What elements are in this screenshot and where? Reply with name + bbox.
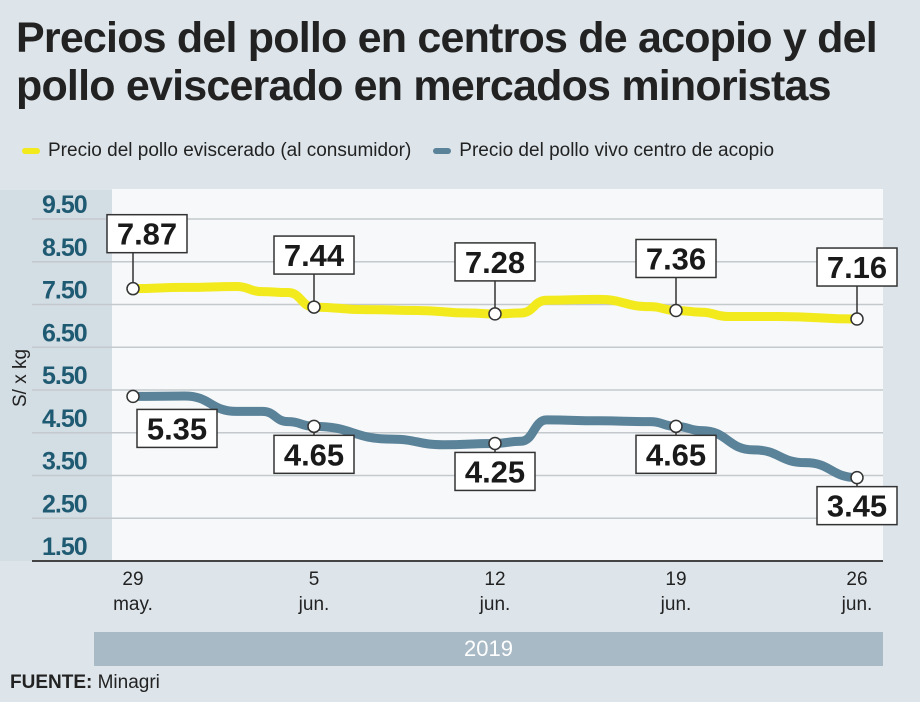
x-tick-label: 5 bbox=[309, 569, 320, 590]
legend-swatch bbox=[22, 148, 40, 154]
source-label: FUENTE: bbox=[10, 672, 93, 693]
legend-label: Precio del pollo eviscerado (al consumid… bbox=[48, 140, 412, 161]
chart-title: Precios del pollo en centros de acopio y… bbox=[16, 14, 878, 110]
callout-box bbox=[106, 213, 188, 254]
callout-box bbox=[454, 451, 536, 492]
data-point-marker bbox=[126, 281, 140, 296]
data-point-marker bbox=[669, 419, 683, 434]
callout-box bbox=[816, 485, 898, 526]
callout-box bbox=[635, 238, 717, 279]
source: FUENTE: Minagri bbox=[10, 672, 160, 694]
callout-box bbox=[273, 434, 355, 475]
data-label: 3.45 bbox=[827, 489, 887, 524]
y-tick-label: 9.50 bbox=[42, 191, 87, 219]
y-tick-label: 6.50 bbox=[42, 319, 87, 347]
callout-box bbox=[454, 242, 536, 282]
data-label: 7.44 bbox=[284, 238, 345, 273]
x-tick-label: jun. bbox=[298, 594, 330, 615]
data-label: 7.28 bbox=[465, 245, 525, 280]
axis-band bbox=[0, 190, 112, 561]
y-axis-label: S/ x kg bbox=[10, 349, 31, 407]
legend: Precio del pollo eviscerado (al consumid… bbox=[22, 140, 774, 162]
data-label: 4.25 bbox=[465, 454, 525, 489]
data-label: 7.36 bbox=[646, 241, 706, 276]
year-band: 2019 bbox=[94, 632, 883, 666]
y-tick-label: 2.50 bbox=[42, 490, 87, 518]
y-tick-label: 4.50 bbox=[42, 405, 87, 433]
data-point-marker bbox=[669, 303, 683, 318]
x-tick-label: 29 bbox=[122, 569, 143, 590]
source-value: Minagri bbox=[97, 672, 160, 693]
x-tick-label: may. bbox=[113, 594, 153, 615]
x-tick-label: 19 bbox=[665, 569, 686, 590]
data-point-marker bbox=[488, 436, 502, 451]
data-point-marker bbox=[307, 419, 321, 434]
legend-swatch bbox=[433, 148, 452, 154]
callout-box bbox=[136, 408, 218, 449]
data-label: 4.65 bbox=[646, 437, 706, 472]
data-point-marker bbox=[307, 300, 321, 314]
x-tick-label: jun. bbox=[660, 594, 692, 615]
y-tick-label: 7.50 bbox=[42, 277, 87, 305]
y-tick-label: 3.50 bbox=[42, 448, 87, 476]
x-tick-label: 26 bbox=[846, 569, 867, 590]
data-label: 7.16 bbox=[827, 250, 887, 285]
data-label: 4.65 bbox=[284, 437, 344, 472]
legend-item-vivo: Precio del pollo vivo centro de acopio bbox=[433, 140, 774, 162]
legend-label: Precio del pollo vivo centro de acopio bbox=[459, 140, 775, 161]
data-label: 7.87 bbox=[117, 217, 177, 252]
data-point-marker bbox=[488, 307, 502, 321]
data-point-marker bbox=[850, 470, 864, 485]
data-label: 5.35 bbox=[147, 411, 207, 446]
y-tick-label: 1.50 bbox=[42, 533, 87, 561]
data-point-marker bbox=[126, 389, 140, 404]
x-tick-label: jun. bbox=[479, 594, 511, 615]
legend-item-eviscerado: Precio del pollo eviscerado (al consumid… bbox=[22, 140, 411, 162]
y-tick-label: 5.50 bbox=[42, 362, 87, 390]
y-tick-label: 8.50 bbox=[42, 234, 87, 262]
callout-box bbox=[273, 235, 355, 275]
callout-box bbox=[816, 247, 898, 287]
callout-box bbox=[635, 434, 717, 475]
series-line-1 bbox=[128, 391, 862, 483]
x-tick-label: jun. bbox=[841, 594, 873, 615]
data-point-marker bbox=[850, 312, 864, 326]
x-tick-label: 12 bbox=[484, 569, 505, 590]
